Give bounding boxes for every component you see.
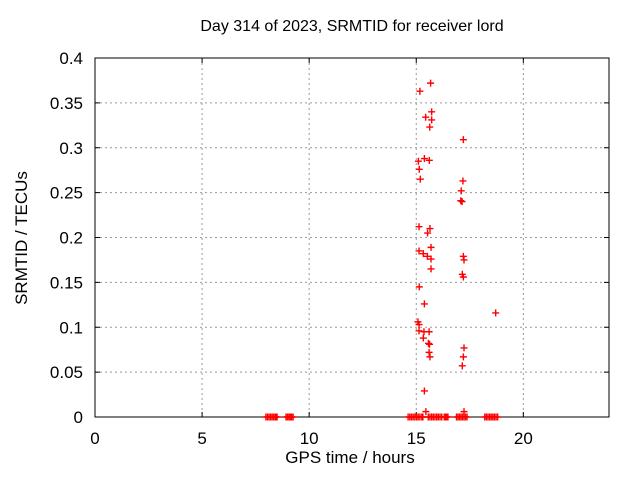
x-axis-label: GPS time / hours [285,448,414,467]
data-point-marker [289,413,297,421]
x-tick-label: 5 [197,429,206,448]
data-point-marker [420,387,428,395]
data-point-marker [423,252,431,260]
x-tick-label: 10 [300,429,319,448]
data-point-marker [426,225,434,233]
data-point-marker [460,344,468,352]
data-point-marker [416,87,424,95]
data-point-marker [420,155,428,163]
data-point-marker [414,157,422,165]
data-point-marker [415,283,423,291]
data-point-marker [494,413,502,421]
data-point-marker [459,177,467,185]
x-tick-label: 0 [90,429,99,448]
data-point-layer [262,79,502,421]
data-point-marker [427,243,435,251]
data-point-marker [444,413,452,421]
y-axis-label: SRMTID / TECUs [12,171,31,305]
data-point-marker [416,175,424,183]
data-point-marker [492,309,500,317]
data-point-marker [425,348,433,356]
data-point-marker [273,413,281,421]
data-point-marker [415,165,423,173]
data-point-marker [427,255,435,263]
data-point-marker [458,362,466,370]
data-point-marker [428,116,436,124]
y-tick-label: 0.25 [50,184,83,203]
data-point-marker [415,247,423,255]
data-point-marker [463,413,471,421]
y-tick-label: 0.2 [59,229,83,248]
data-point-marker [459,353,467,361]
tick-label-layer: 0 5 10 15 20 0 0.05 0.1 0.15 0.2 0.25 0.3 0.35 0.4 [50,49,533,448]
data-point-marker [457,197,465,205]
data-point-marker [419,250,427,258]
data-point-marker [426,340,434,348]
data-point-marker [424,339,432,347]
data-point-marker [459,136,467,144]
x-tick-label: 15 [407,429,426,448]
data-point-marker [415,223,423,231]
data-point-marker [426,123,434,131]
x-tick-label: 20 [514,429,533,448]
y-tick-label: 0.15 [50,273,83,292]
y-tick-label: 0.3 [59,139,83,158]
data-point-marker [422,408,430,416]
y-tick-label: 0.35 [50,94,83,113]
data-point-marker [427,265,435,273]
y-tick-label: 0 [74,408,83,427]
y-tick-label: 0.05 [50,363,83,382]
data-point-marker [428,108,436,116]
data-point-marker [415,321,423,329]
data-point-marker [425,328,433,336]
y-tick-label: 0.1 [59,318,83,337]
data-point-marker [422,113,430,121]
grid-layer [95,58,609,417]
data-point-marker [419,334,427,342]
data-point-marker [460,256,468,264]
data-point-marker [424,229,432,237]
data-point-marker [420,300,428,308]
data-point-marker [427,79,435,87]
data-point-marker [459,273,467,281]
data-point-marker [458,198,466,206]
data-point-marker [457,187,465,195]
chart-title: Day 314 of 2023, SRMTID for receiver lor… [200,18,503,35]
y-tick-label: 0.4 [59,49,83,68]
data-point-marker [425,156,433,164]
data-point-marker [426,353,434,361]
data-point-marker [415,327,423,335]
